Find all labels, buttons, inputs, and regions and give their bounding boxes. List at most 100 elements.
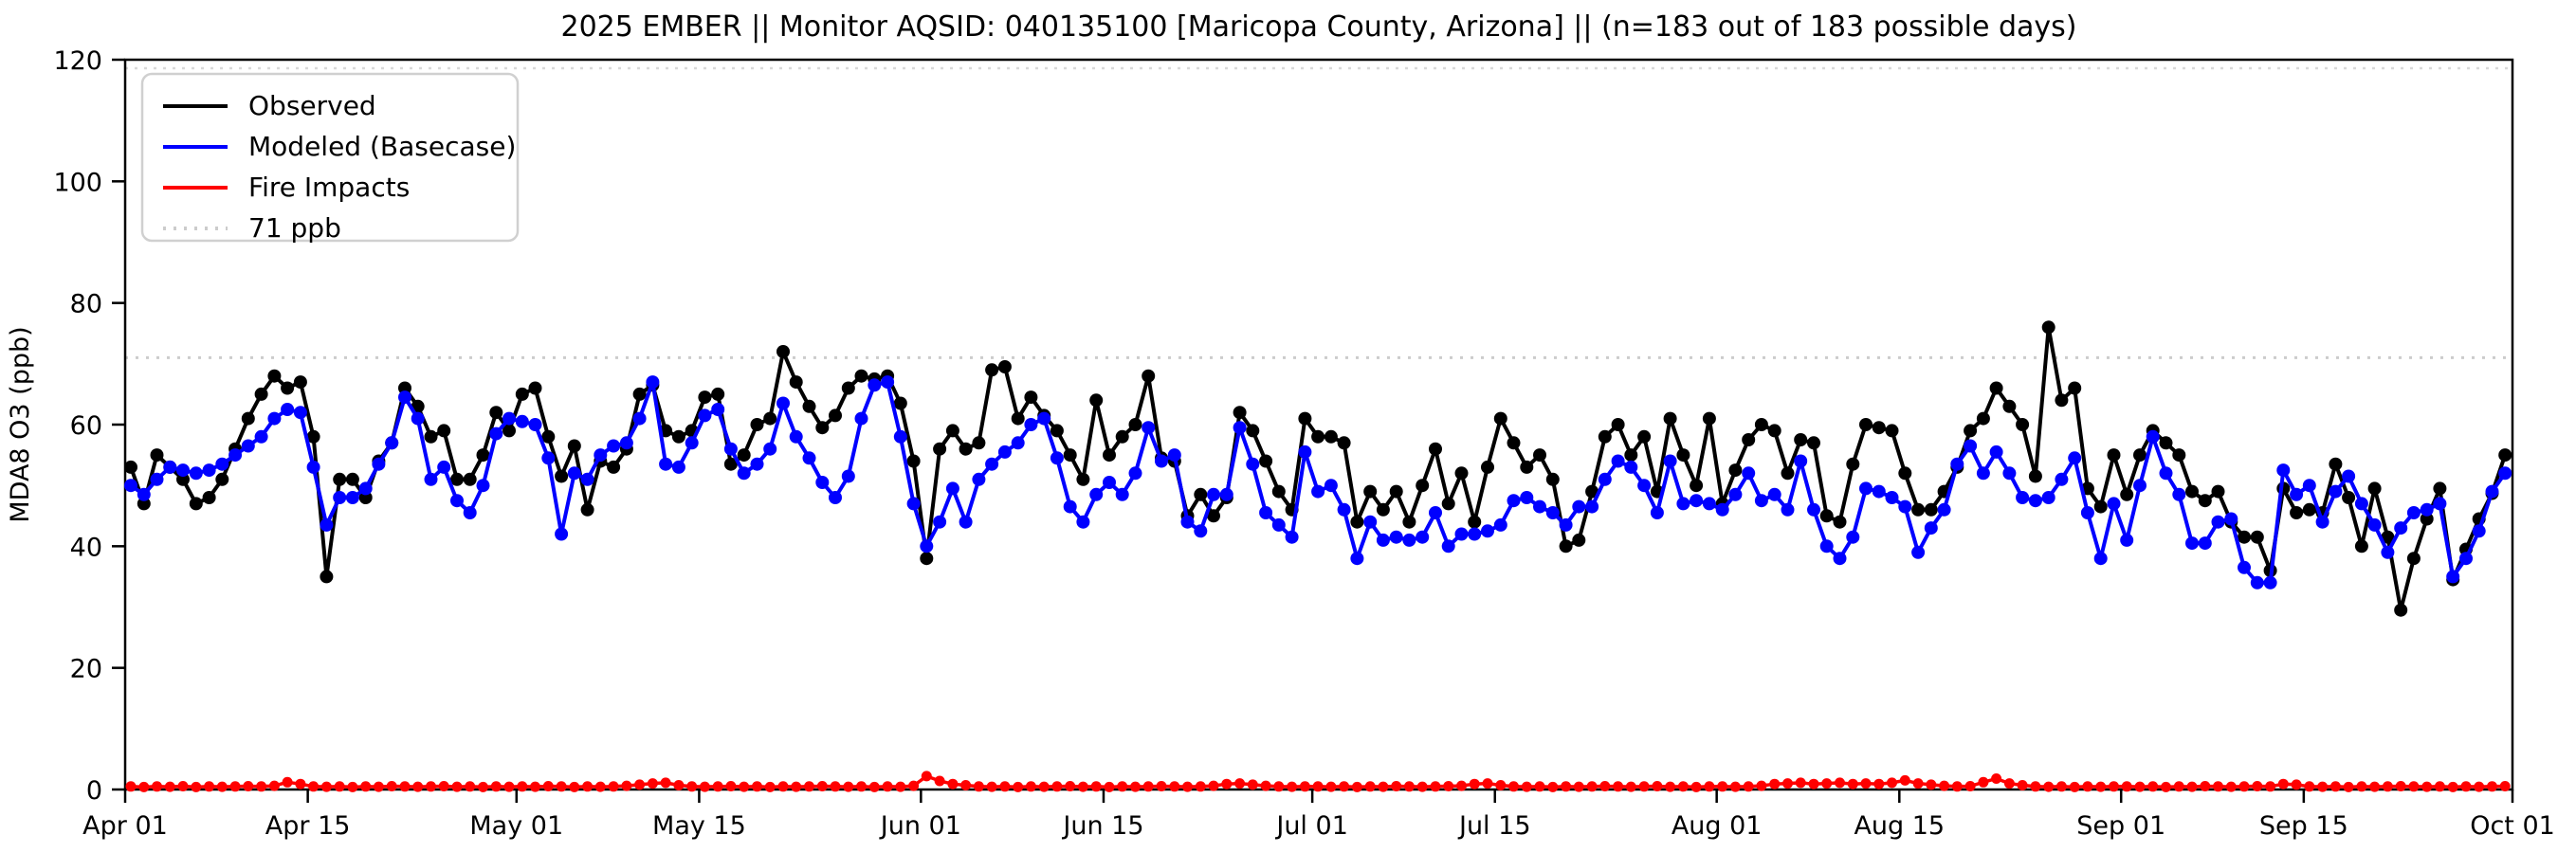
data-point-marker [1233,421,1247,435]
data-point-marker [1194,524,1208,538]
data-point-marker [1416,781,1428,792]
data-point-marker [2198,536,2212,551]
data-point-marker [1650,506,1664,519]
data-point-marker [2354,539,2368,554]
data-point-marker [2211,484,2225,499]
data-point-marker [398,390,411,405]
data-point-marker [1259,506,1273,519]
data-point-marker [1312,781,1324,792]
data-point-marker [241,411,255,426]
data-point-marker [1743,781,1754,792]
data-point-marker [1403,781,1415,792]
data-point-marker [997,360,1012,373]
data-point-marker [2356,781,2367,792]
data-point-marker [2354,497,2368,511]
data-point-marker [1939,780,1950,791]
data-point-marker [1076,515,1090,529]
data-point-marker [1259,454,1273,468]
y-tick-label: 100 [53,168,102,197]
data-point-marker [2161,781,2171,792]
series-observed-markers [124,320,2512,617]
data-point-marker [960,780,972,790]
data-point-marker [2147,781,2159,792]
data-point-marker [868,781,880,792]
data-point-marker [1037,411,1051,426]
data-point-marker [1024,418,1038,431]
data-point-marker [2302,479,2316,493]
data-point-marker [1690,781,1702,792]
data-point-marker [1911,545,1926,559]
data-point-marker [1781,502,1795,517]
data-point-marker [412,781,424,792]
data-point-marker [646,375,660,390]
data-point-marker [1350,515,1364,529]
data-point-marker [725,781,737,791]
data-point-marker [1742,433,1756,446]
data-point-marker [2238,560,2251,574]
data-point-marker [1482,778,1493,789]
data-point-marker [1221,778,1233,789]
data-point-marker [424,472,438,486]
data-point-marker [334,781,345,792]
data-point-marker [281,403,295,416]
data-point-marker [1429,506,1442,519]
data-point-marker [2498,448,2512,463]
data-point-marker [1416,479,1430,493]
data-point-marker [555,469,569,483]
data-point-marker [1363,515,1378,529]
data-point-marker [1794,433,1808,446]
data-point-marker [2329,484,2343,499]
data-point-marker [1495,780,1507,790]
data-point-marker [215,457,229,471]
data-point-marker [2159,466,2173,481]
data-point-marker [1833,515,1847,529]
data-point-marker [1481,460,1494,474]
data-point-marker [1561,781,1572,792]
data-point-marker [347,781,358,792]
data-point-marker [1050,424,1064,438]
data-point-marker [737,466,751,481]
data-point-marker [723,457,738,471]
data-point-marker [541,429,556,444]
data-point-marker [1652,781,1663,791]
data-point-marker [530,781,540,792]
data-point-marker [1298,445,1312,459]
data-point-marker [607,439,621,453]
data-point-marker [411,411,425,426]
data-point-marker [972,436,986,450]
data-point-marker [945,481,959,496]
data-point-marker [1247,779,1258,790]
data-point-marker [1219,487,1233,501]
data-point-marker [1128,466,1142,481]
data-point-marker [777,781,789,792]
data-point-marker [2134,781,2146,792]
data-point-marker [945,424,959,438]
data-point-marker [763,411,777,426]
data-point-marker [1819,509,1834,523]
data-point-marker [476,479,490,493]
data-point-marker [673,780,685,790]
data-point-marker [1807,436,1820,450]
data-point-marker [659,457,673,471]
data-point-marker [723,442,738,456]
data-point-marker [1847,778,1858,789]
data-point-marker [360,781,372,792]
data-point-marker [267,369,282,383]
data-point-marker [2109,781,2119,792]
data-point-marker [2093,552,2108,566]
data-point-marker [320,517,334,532]
data-point-marker [2120,533,2134,547]
data-point-marker [2250,530,2264,544]
x-tick-label: Oct 01 [2470,811,2555,841]
data-point-marker [1364,781,1376,792]
data-point-marker [685,436,699,450]
data-point-marker [489,406,503,420]
data-point-marker [2185,536,2199,551]
x-tick-label: Jun 15 [1061,811,1143,841]
data-point-marker [2304,781,2315,792]
data-point-marker [2238,781,2250,792]
data-point-marker [1402,533,1416,547]
data-point-marker [580,472,594,486]
data-point-marker [1533,499,1546,514]
